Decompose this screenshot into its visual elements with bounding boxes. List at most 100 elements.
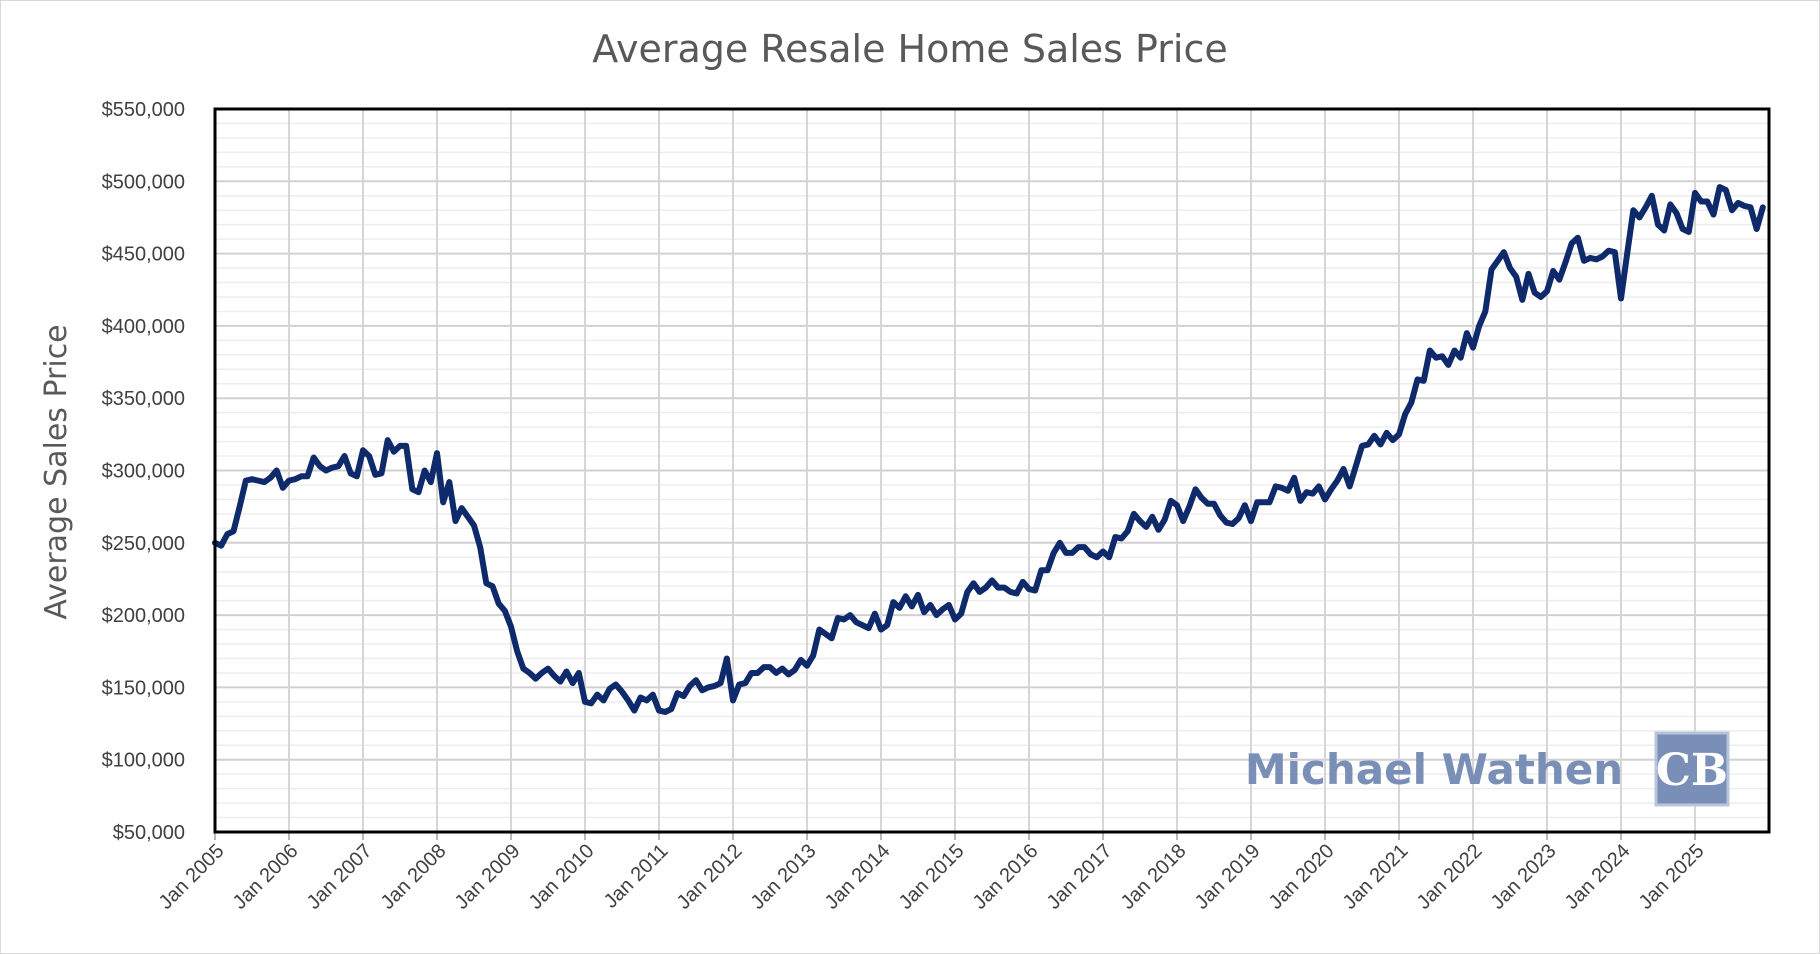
data-point bbox=[835, 615, 840, 620]
data-point bbox=[311, 455, 316, 460]
data-point bbox=[1520, 297, 1525, 302]
data-point bbox=[287, 478, 292, 483]
data-point bbox=[539, 670, 544, 675]
data-point bbox=[342, 454, 347, 459]
data-point bbox=[1366, 442, 1371, 447]
data-point bbox=[1051, 550, 1056, 555]
data-point bbox=[305, 474, 310, 479]
data-point bbox=[1532, 290, 1537, 295]
data-point bbox=[706, 685, 711, 690]
data-point bbox=[1440, 354, 1445, 359]
data-point bbox=[953, 617, 958, 622]
data-point bbox=[1008, 589, 1013, 594]
data-point bbox=[1119, 536, 1124, 541]
data-point bbox=[1526, 271, 1531, 276]
data-point bbox=[1551, 268, 1556, 273]
data-point bbox=[1168, 498, 1173, 503]
data-point bbox=[453, 519, 458, 524]
data-point bbox=[1230, 522, 1235, 527]
data-point bbox=[478, 545, 483, 550]
data-point bbox=[1175, 503, 1180, 508]
data-point bbox=[595, 692, 600, 697]
data-point bbox=[1600, 254, 1605, 259]
data-point bbox=[786, 672, 791, 677]
data-point bbox=[1242, 503, 1247, 508]
data-point bbox=[632, 708, 637, 713]
data-point bbox=[1754, 227, 1759, 232]
data-point bbox=[1668, 202, 1673, 207]
data-point bbox=[324, 468, 329, 473]
data-point bbox=[946, 602, 951, 607]
data-point bbox=[934, 613, 939, 618]
y-tick-label: $50,000 bbox=[113, 822, 185, 844]
data-point bbox=[1027, 587, 1032, 592]
data-point bbox=[1501, 250, 1506, 255]
data-point bbox=[891, 600, 896, 605]
y-axis-label: Average Sales Price bbox=[39, 324, 74, 619]
plot-area-border bbox=[213, 107, 1771, 834]
data-point bbox=[1329, 487, 1334, 492]
data-point bbox=[398, 443, 403, 448]
coldwell-banker-logo-icon bbox=[1654, 731, 1730, 807]
data-point bbox=[379, 471, 384, 476]
data-point bbox=[1094, 555, 1099, 560]
data-point bbox=[1390, 438, 1395, 443]
data-point bbox=[1514, 274, 1519, 279]
data-point bbox=[650, 692, 655, 697]
data-point bbox=[1347, 484, 1352, 489]
data-point bbox=[280, 485, 285, 490]
data-point bbox=[1298, 498, 1303, 503]
data-point bbox=[527, 670, 532, 675]
data-point bbox=[336, 464, 341, 469]
data-point bbox=[404, 443, 409, 448]
data-point bbox=[811, 653, 816, 658]
data-point bbox=[1409, 400, 1414, 405]
data-point bbox=[1760, 205, 1765, 210]
data-point bbox=[268, 475, 273, 480]
data-point bbox=[1631, 208, 1636, 213]
data-point bbox=[1483, 309, 1488, 314]
data-point bbox=[1255, 500, 1260, 505]
data-point bbox=[330, 465, 335, 470]
data-point bbox=[533, 676, 538, 681]
data-point bbox=[237, 504, 242, 509]
data-point bbox=[1150, 514, 1155, 519]
data-point bbox=[435, 451, 440, 456]
watermark: Michael Wathen CB bbox=[1245, 731, 1730, 807]
data-point bbox=[1594, 257, 1599, 262]
data-point bbox=[422, 468, 427, 473]
data-point bbox=[977, 589, 982, 594]
data-point bbox=[1545, 289, 1550, 294]
data-point bbox=[1686, 229, 1691, 234]
data-point bbox=[472, 523, 477, 528]
data-point bbox=[1680, 227, 1685, 232]
data-point bbox=[1310, 491, 1315, 496]
data-point bbox=[1397, 432, 1402, 437]
data-point bbox=[916, 592, 921, 597]
data-point bbox=[1643, 205, 1648, 210]
data-point bbox=[428, 480, 433, 485]
data-point bbox=[885, 623, 890, 628]
data-point bbox=[1279, 485, 1284, 490]
data-point bbox=[657, 708, 662, 713]
data-point bbox=[1113, 535, 1118, 540]
data-point bbox=[1452, 348, 1457, 353]
data-point bbox=[1378, 442, 1383, 447]
y-tick-label: $550,000 bbox=[102, 99, 185, 121]
data-point bbox=[589, 701, 594, 706]
data-point bbox=[1384, 430, 1389, 435]
data-point bbox=[1218, 513, 1223, 518]
data-point bbox=[922, 610, 927, 615]
data-point bbox=[243, 478, 248, 483]
data-point bbox=[225, 532, 230, 537]
chart-title: Average Resale Home Sales Price bbox=[592, 27, 1228, 71]
data-point bbox=[1273, 484, 1278, 489]
data-point bbox=[1304, 490, 1309, 495]
data-point bbox=[996, 585, 1001, 590]
data-point bbox=[1064, 550, 1069, 555]
data-point bbox=[681, 694, 686, 699]
data-point bbox=[1625, 251, 1630, 256]
data-point bbox=[1323, 497, 1328, 502]
